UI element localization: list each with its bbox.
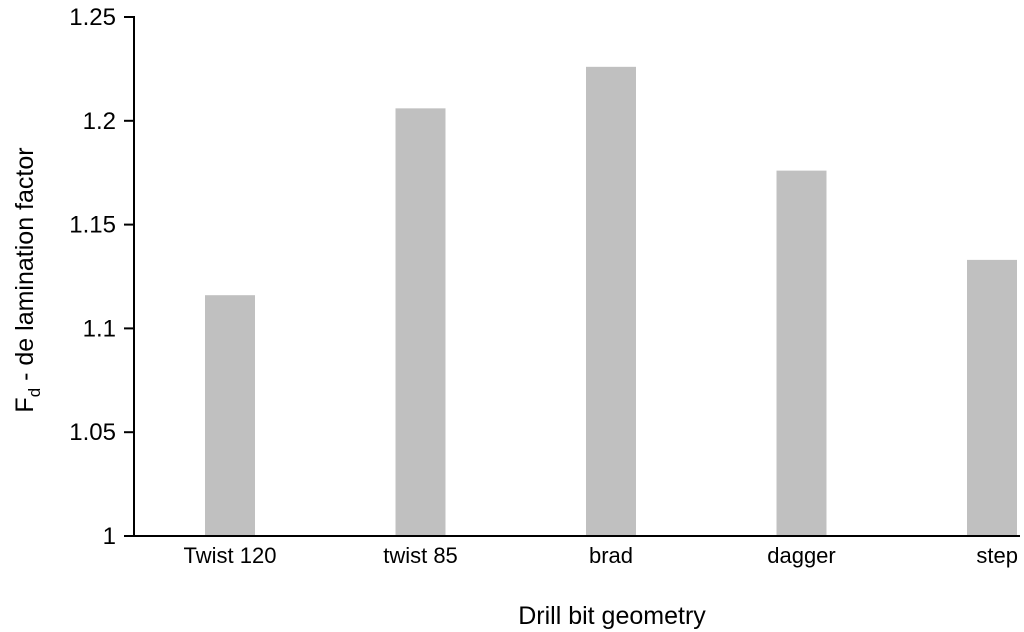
- y-tick-label: 1.2: [83, 108, 116, 135]
- x-tick-label: step: [976, 543, 1018, 568]
- y-tick-label: 1.25: [69, 4, 116, 31]
- y-tick-label: 1: [103, 523, 116, 550]
- y-tick-label: 1.15: [69, 212, 116, 239]
- bar-brad: [586, 66, 636, 536]
- x-axis-title: Drill bit geometry: [518, 602, 706, 630]
- y-axis-title-main: F: [11, 397, 39, 412]
- y-axis-title-subscript: d: [25, 388, 44, 397]
- x-tick-label: brad: [589, 543, 633, 568]
- y-tick-label: 1.1: [83, 315, 116, 342]
- bar-twist-120: [205, 295, 255, 536]
- bar-twist-85: [395, 108, 446, 537]
- y-axis-ticks: 1 1.05 1.1 1.15 1.2 1.25: [69, 4, 134, 550]
- bar-dagger: [776, 170, 827, 536]
- x-axis-tick-labels: Twist 120 twist 85 brad dagger step: [184, 543, 1018, 568]
- y-axis-title: Fd - de lamination factor: [11, 147, 44, 412]
- bar-step: [967, 259, 1017, 536]
- x-tick-label: twist 85: [383, 543, 458, 568]
- x-tick-label: Twist 120: [184, 543, 277, 568]
- x-tick-label: dagger: [767, 543, 836, 568]
- y-tick-label: 1.05: [69, 419, 116, 446]
- bars: [205, 66, 1017, 537]
- y-axis-title-rest: - de lamination factor: [11, 147, 39, 387]
